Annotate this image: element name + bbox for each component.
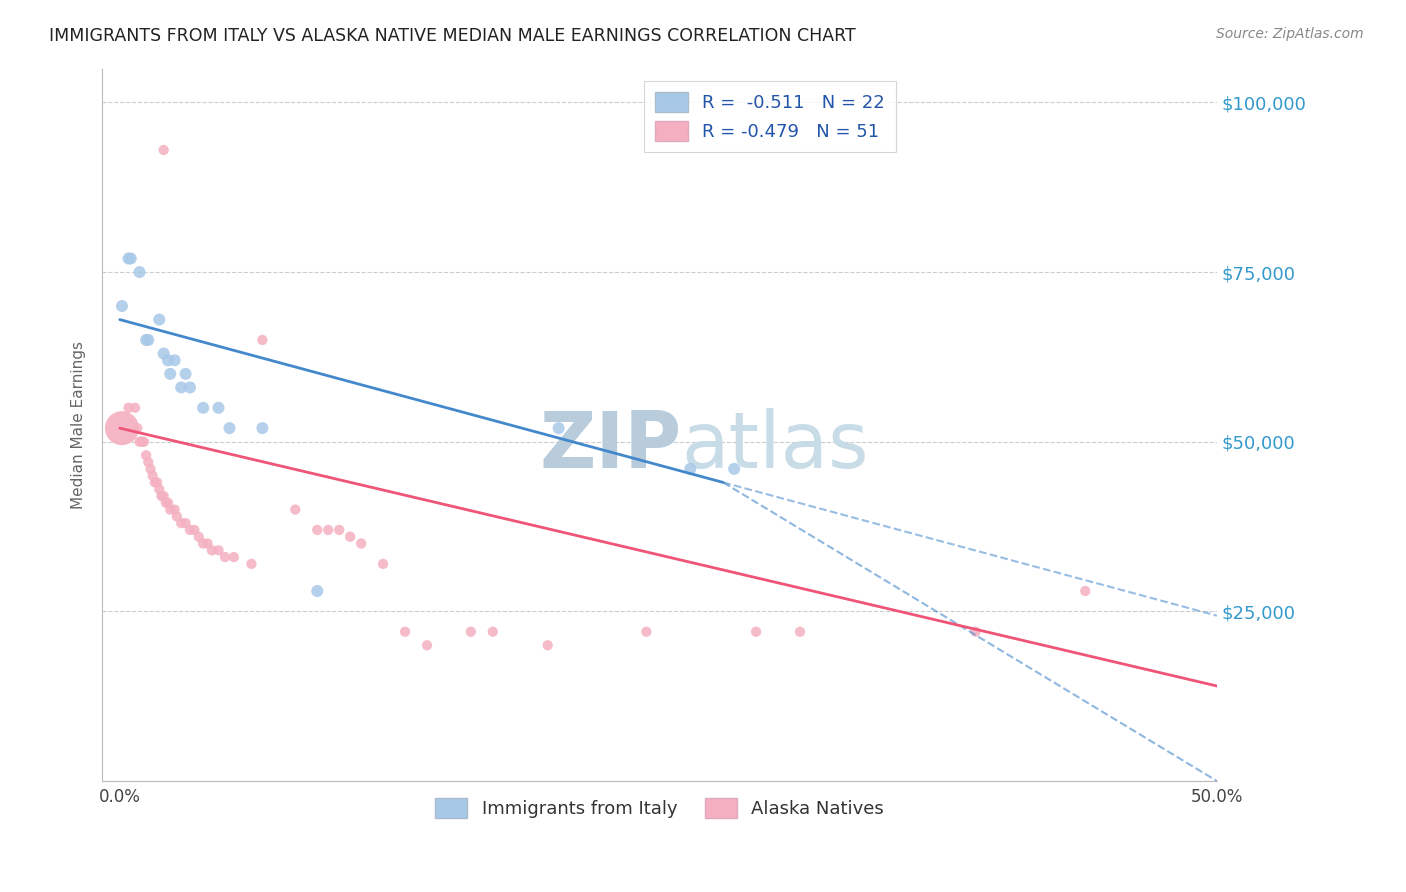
Point xyxy=(547,421,569,435)
Point xyxy=(183,523,205,537)
Point xyxy=(252,421,274,435)
Point xyxy=(111,299,134,313)
Point xyxy=(127,421,149,435)
Point xyxy=(157,353,180,368)
Point xyxy=(143,475,166,490)
Point xyxy=(394,624,416,639)
Point xyxy=(170,516,193,530)
Point xyxy=(117,252,139,266)
Point xyxy=(128,265,150,279)
Point xyxy=(148,482,170,496)
Point xyxy=(191,401,214,415)
Point xyxy=(339,530,361,544)
Text: Source: ZipAtlas.com: Source: ZipAtlas.com xyxy=(1216,27,1364,41)
Point xyxy=(537,638,560,652)
Point xyxy=(111,421,134,435)
Point xyxy=(148,312,170,326)
Point xyxy=(159,502,181,516)
Point xyxy=(142,468,165,483)
Point xyxy=(179,380,201,394)
Point xyxy=(416,638,439,652)
Point xyxy=(201,543,224,558)
Point xyxy=(207,543,229,558)
Point xyxy=(163,502,186,516)
Point xyxy=(152,346,174,360)
Text: ZIP: ZIP xyxy=(540,409,682,484)
Point xyxy=(174,367,197,381)
Point xyxy=(218,421,240,435)
Point xyxy=(328,523,350,537)
Point xyxy=(460,624,482,639)
Text: IMMIGRANTS FROM ITALY VS ALASKA NATIVE MEDIAN MALE EARNINGS CORRELATION CHART: IMMIGRANTS FROM ITALY VS ALASKA NATIVE M… xyxy=(49,27,856,45)
Legend: Immigrants from Italy, Alaska Natives: Immigrants from Italy, Alaska Natives xyxy=(427,791,891,825)
Point xyxy=(745,624,768,639)
Point xyxy=(157,496,180,510)
Point xyxy=(679,462,702,476)
Point xyxy=(136,455,159,469)
Point xyxy=(135,448,157,462)
Point xyxy=(131,434,153,449)
Point xyxy=(723,462,745,476)
Point xyxy=(1074,584,1097,599)
Point xyxy=(179,523,201,537)
Text: atlas: atlas xyxy=(682,409,869,484)
Point xyxy=(155,496,177,510)
Point xyxy=(214,550,236,565)
Point xyxy=(481,624,503,639)
Point xyxy=(197,536,219,550)
Point xyxy=(284,502,307,516)
Point xyxy=(117,401,139,415)
Point xyxy=(159,367,181,381)
Point xyxy=(636,624,658,639)
Point xyxy=(163,353,186,368)
Point xyxy=(240,557,263,571)
Point xyxy=(222,550,245,565)
Point xyxy=(316,523,339,537)
Point xyxy=(350,536,373,550)
Point xyxy=(252,333,274,347)
Point xyxy=(152,489,174,503)
Point xyxy=(124,401,146,415)
Point xyxy=(152,143,174,157)
Point xyxy=(191,536,214,550)
Point xyxy=(135,333,157,347)
Y-axis label: Median Male Earnings: Median Male Earnings xyxy=(72,341,86,508)
Point xyxy=(307,523,329,537)
Point xyxy=(139,462,162,476)
Point xyxy=(965,624,987,639)
Point xyxy=(371,557,394,571)
Point xyxy=(174,516,197,530)
Point xyxy=(128,434,150,449)
Point xyxy=(166,509,188,524)
Point xyxy=(187,530,209,544)
Point xyxy=(307,584,329,599)
Point xyxy=(132,434,155,449)
Point xyxy=(120,252,142,266)
Point xyxy=(207,401,229,415)
Point xyxy=(170,380,193,394)
Point xyxy=(150,489,173,503)
Point xyxy=(146,475,169,490)
Point xyxy=(789,624,811,639)
Point xyxy=(136,333,159,347)
